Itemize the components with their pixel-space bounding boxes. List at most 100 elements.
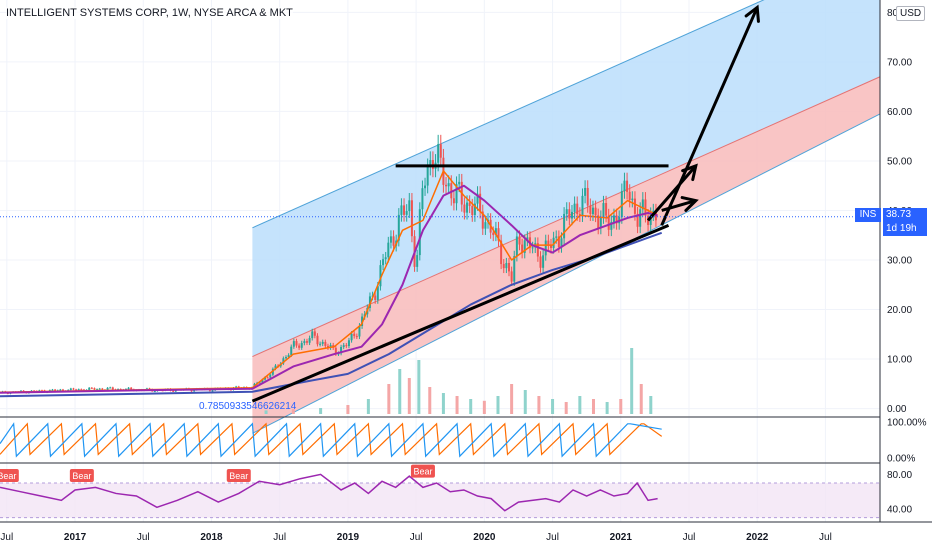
candle-body	[610, 221, 613, 230]
time-tick-label: Jul	[273, 532, 286, 543]
candle-body	[578, 214, 581, 216]
candle-body	[452, 198, 455, 204]
candle-body	[353, 333, 356, 337]
oscillator-tick-label: 0.00%	[887, 454, 915, 465]
candle-body	[570, 211, 573, 219]
candle-body	[193, 390, 196, 392]
candle-body	[54, 389, 57, 391]
candle-body	[410, 200, 413, 237]
candle-body	[513, 256, 516, 282]
candle-body	[557, 236, 560, 248]
candle-body	[127, 387, 130, 389]
volume-bar	[639, 384, 643, 414]
price-tick-label: 50.00	[887, 156, 912, 167]
candle-body	[96, 389, 99, 391]
candle-body	[342, 345, 345, 347]
candle-body	[471, 205, 474, 216]
regression-channel	[252, 0, 881, 434]
volume-bar	[398, 369, 402, 414]
candle-body	[303, 341, 306, 344]
candle-body	[463, 204, 466, 213]
time-tick-label: Jul	[546, 532, 559, 543]
volume-bar	[291, 409, 295, 414]
candle-body	[521, 244, 524, 253]
candle-body	[560, 238, 563, 248]
channel-lower-zone	[252, 76, 881, 434]
candle-body	[389, 236, 392, 243]
volume-bar	[591, 399, 595, 414]
volume-bar	[551, 399, 555, 414]
volume-bar	[387, 384, 391, 414]
candle-body	[626, 180, 629, 192]
currency-badge[interactable]: USD	[896, 6, 926, 21]
candle-body	[340, 346, 343, 354]
candle-body	[581, 195, 584, 216]
volume-bar	[564, 402, 568, 414]
candle-body	[418, 209, 421, 256]
candle-body	[308, 338, 311, 343]
candle-body	[106, 387, 109, 390]
candle-body	[384, 257, 387, 260]
candle-body	[211, 390, 214, 392]
arrow-head	[680, 196, 699, 212]
candle-body	[597, 215, 600, 228]
candle-body	[602, 203, 605, 218]
candle-body	[476, 193, 479, 204]
candle-body	[172, 390, 175, 392]
candle-body	[59, 389, 62, 391]
candle-body	[437, 144, 440, 163]
symbol-tag: INS	[855, 208, 881, 222]
candle-body	[334, 347, 337, 355]
volume-bar	[578, 396, 582, 414]
candle-body	[591, 207, 594, 215]
candle-body	[61, 389, 64, 391]
volume-bar	[649, 396, 653, 414]
bear-label-box	[0, 468, 19, 482]
candle-body	[594, 207, 597, 216]
candle-body	[321, 341, 324, 344]
candle-body	[542, 255, 545, 268]
candle-body	[345, 345, 348, 347]
volume-bar	[482, 400, 486, 414]
candle-body	[300, 343, 303, 348]
candle-body	[426, 166, 429, 186]
candle-body	[599, 217, 602, 228]
candle-body	[397, 214, 400, 241]
candle-body	[266, 377, 269, 379]
countdown-label: 1d 19h	[886, 223, 917, 234]
candle-body	[565, 209, 568, 214]
candle-body	[324, 341, 327, 346]
rsi-tick-label: 80.00	[887, 470, 912, 481]
candle-body	[523, 240, 526, 253]
ma-fast-line	[0, 170, 658, 393]
candle-body	[639, 209, 642, 227]
time-tick-label: 2022	[746, 532, 769, 543]
candle-body	[526, 237, 529, 241]
candle-body	[505, 262, 508, 269]
candle-body	[510, 271, 513, 282]
candle-body	[408, 200, 411, 212]
candle-body	[258, 382, 261, 384]
candle-body	[479, 193, 482, 212]
candle-body	[403, 205, 406, 215]
price-tick-label: 10.00	[887, 355, 912, 366]
candle-body	[584, 187, 587, 196]
time-tick-label: Jul	[683, 532, 696, 543]
candle-body	[589, 205, 592, 215]
candle-body	[274, 365, 277, 369]
candle-body	[111, 387, 114, 390]
candle-body	[576, 203, 579, 215]
bear-label: Bear	[0, 471, 16, 481]
chart-title: INTELLIGENT SYSTEMS CORP, 1W, NYSE ARCA …	[6, 7, 293, 19]
volume-bar	[630, 348, 634, 414]
candle-body	[612, 215, 615, 222]
annotation-value: 0.7850933546626214	[199, 401, 297, 412]
channel-upper-zone	[252, 0, 880, 357]
candle-body	[636, 213, 639, 227]
candle-body	[90, 387, 93, 389]
candle-body	[552, 237, 555, 248]
candle-body	[130, 387, 133, 390]
candle-body	[237, 386, 240, 388]
